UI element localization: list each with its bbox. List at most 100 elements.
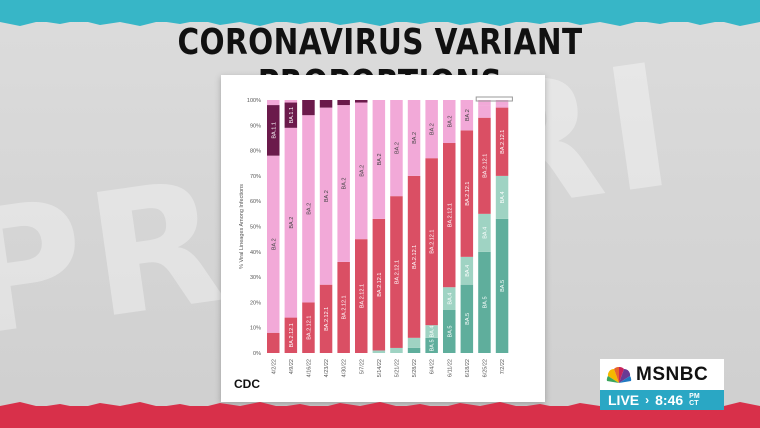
- bar-segment-ba-2-12-1: [267, 332, 280, 353]
- bar-segment-ba-2: [337, 105, 350, 262]
- bar-segment-ba-1-1: [337, 100, 350, 106]
- segment-label: BA.5: [430, 339, 436, 351]
- bar-segment-ba-4: [443, 287, 456, 310]
- x-tick-label: 6/4/22: [430, 359, 436, 374]
- segment-label: BA.2.12.1: [359, 284, 365, 308]
- segment-label: BA.2: [394, 142, 400, 154]
- segment-label: BA.2: [271, 238, 277, 250]
- segment-label: BA.2.12.1: [342, 295, 348, 319]
- segment-label: BA.4: [465, 265, 471, 277]
- bar-segment-ba-4: [495, 175, 509, 219]
- bar-segment-ba-2: [407, 100, 421, 176]
- bar-segment-ba-4: [460, 256, 474, 285]
- segment-label: BA.2.12.1: [394, 260, 400, 284]
- bar-segment-ba-2-12-1: [337, 261, 350, 353]
- segment-label: BA.1.1: [271, 122, 277, 139]
- bar-segment-ba-2: [284, 127, 298, 318]
- segment-label: BA.2.12.1: [447, 203, 453, 227]
- bar-segment-ba-2-12-1: [355, 239, 368, 353]
- bar-segment-ba-5: [407, 347, 421, 353]
- network-logo: MSNBC: [600, 359, 724, 390]
- x-tick-label: 4/2/22: [271, 359, 277, 374]
- y-tick-label: 30%: [250, 275, 261, 281]
- bar-segment-ba-1-1: [302, 100, 315, 116]
- segment-label: BA.4: [447, 293, 453, 305]
- y-tick-label: 60%: [250, 199, 261, 205]
- y-tick-label: 70%: [250, 174, 261, 180]
- stacked-bar-chart: % Viral Lineages Among Infections 0% 10% 20…: [239, 96, 513, 377]
- bar-segment-ba-2-12-1: [478, 117, 491, 214]
- y-tick-label: 0%: [253, 351, 261, 357]
- bar-segment-ba-2: [460, 100, 474, 131]
- bar-segment-ba-2: [495, 105, 509, 108]
- bar-segment-other: [478, 100, 491, 106]
- live-label: LIVE: [608, 392, 640, 408]
- segment-label: BA.2.12.1: [412, 245, 418, 269]
- y-axis-label: % Viral Lineages Among Infections: [239, 184, 245, 269]
- bar-segment-ba-2: [372, 100, 386, 219]
- bar-segment-ba-2-12-1: [302, 302, 315, 353]
- segment-label: BA.2.12.1: [430, 230, 436, 254]
- bar-segment-ba-2: [319, 107, 333, 285]
- bar-segment-ba-5: [443, 309, 456, 353]
- top-accent-strip: [0, 0, 760, 22]
- segment-label: BA.2: [359, 165, 365, 177]
- bar-segment-ba-5: [478, 251, 491, 353]
- segment-label: BA.1.1: [289, 107, 295, 124]
- bar-segment-ba-1-1: [319, 100, 333, 108]
- bar-segment-ba-2: [425, 100, 438, 159]
- x-tick-label: 5/14/22: [377, 359, 383, 377]
- timezone: PM CT: [689, 393, 700, 407]
- segment-label: BA.2: [465, 109, 471, 121]
- x-tick-label: 6/11/22: [447, 359, 453, 377]
- bar-segment-ba-2-12-1: [460, 130, 474, 257]
- segment-label: BA.2.12.1: [306, 316, 312, 340]
- segment-label: BA.2: [447, 116, 453, 128]
- bar-segment-ba-4: [372, 350, 386, 353]
- bar-segment-other: [284, 100, 298, 103]
- bar-segment-ba-1-1: [355, 100, 368, 103]
- segment-label: BA.2.12.1: [465, 182, 471, 206]
- bar-segment-ba-5: [495, 218, 509, 353]
- x-tick-label: 4/9/22: [289, 359, 295, 374]
- y-tick-label: 90%: [250, 123, 261, 129]
- bottom-accent-strip: [0, 406, 760, 428]
- chart-panel: % Viral Lineages Among Infections 0% 10% 20…: [221, 75, 545, 402]
- segment-label: BA.2: [324, 190, 330, 202]
- segment-label: BA.2.12.1: [377, 273, 383, 297]
- clock-time: 8:46: [655, 392, 684, 408]
- bar-segment-ba-2-12-1: [425, 158, 438, 326]
- bar-segment-ba-2: [267, 155, 280, 333]
- bar-segment-ba-4: [407, 337, 421, 348]
- segment-label: BA.5: [465, 313, 471, 325]
- segment-label: BA.4: [500, 191, 506, 203]
- bar-segment-ba-2: [302, 115, 315, 303]
- x-tick-label: 4/23/22: [324, 359, 330, 377]
- bar-segment-ba-5: [425, 337, 438, 353]
- bar-segment-ba-2: [355, 102, 368, 240]
- network-name: MSNBC: [636, 363, 709, 385]
- chevron-right-icon: ›: [645, 393, 650, 407]
- peacock-icon: [606, 366, 632, 383]
- segment-label: BA.2.12.1: [289, 323, 295, 347]
- segment-label: BA.2: [306, 203, 312, 215]
- x-tick-label: 6/25/22: [482, 359, 488, 377]
- segment-label: BA.5: [500, 280, 506, 292]
- segment-label: BA.2.12.1: [324, 307, 330, 331]
- torn-edge-top: [0, 18, 760, 26]
- x-tick-label: 5/28/22: [412, 359, 418, 377]
- bar-segment-ba-5: [460, 284, 474, 353]
- segment-label: BA.5: [447, 326, 453, 338]
- x-tick-label: 5/21/22: [394, 359, 400, 377]
- bar-segment-ba-2: [443, 100, 456, 144]
- segment-label: BA.2: [412, 132, 418, 144]
- x-tick-label: 7/2/22: [500, 359, 506, 374]
- bar-segment-ba-2-12-1: [495, 107, 509, 176]
- live-bug: LIVE › 8:46 PM CT: [600, 390, 724, 410]
- bar-segment-ba-2-12-1: [390, 196, 403, 348]
- bar-segment-ba-4: [478, 213, 491, 252]
- x-tick-label: 4/30/22: [342, 359, 348, 377]
- x-tick-label: 4/16/22: [306, 359, 312, 377]
- bar-segment-ba-2-12-1: [407, 175, 421, 338]
- segment-label: BA.4: [430, 326, 436, 338]
